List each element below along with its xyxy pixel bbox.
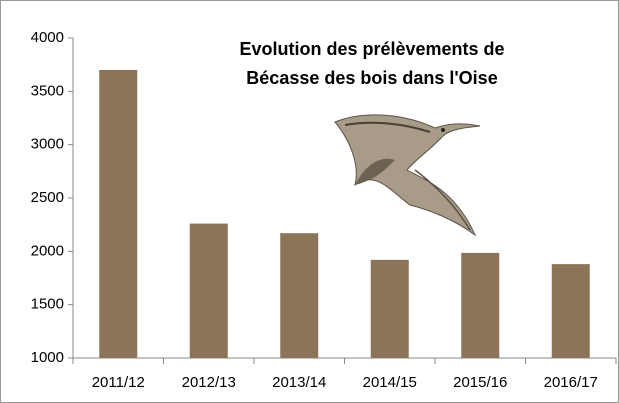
x-tick-label: 2015/16 (453, 374, 507, 391)
bar (461, 253, 499, 358)
bar (280, 233, 318, 358)
y-tick-label: 4000 (31, 29, 64, 46)
y-tick-label: 2000 (31, 242, 64, 259)
x-tick-label: 2014/15 (363, 374, 417, 391)
bar (552, 264, 590, 358)
x-tick-label: 2016/17 (544, 374, 598, 391)
y-tick-label: 1500 (31, 296, 64, 313)
page: Evolution des prélèvements de Bécasse des… (0, 0, 619, 403)
bar (371, 260, 409, 358)
y-tick-label: 3500 (31, 82, 64, 99)
y-tick-label: 3000 (31, 136, 64, 153)
x-tick-label: 2011/12 (92, 374, 145, 391)
x-tick-label: 2013/14 (272, 374, 326, 391)
x-tick-label: 2012/13 (182, 374, 236, 391)
bar (190, 224, 228, 358)
bar (99, 70, 137, 358)
chart-title: Bécasse des bois dans l'Oise (246, 68, 497, 88)
y-tick-label: 2500 (31, 189, 64, 206)
y-tick-label: 1000 (31, 349, 64, 366)
chart: Evolution des prélèvements de Bécasse des… (0, 0, 619, 403)
chart-title: Evolution des prélèvements de (239, 39, 504, 59)
